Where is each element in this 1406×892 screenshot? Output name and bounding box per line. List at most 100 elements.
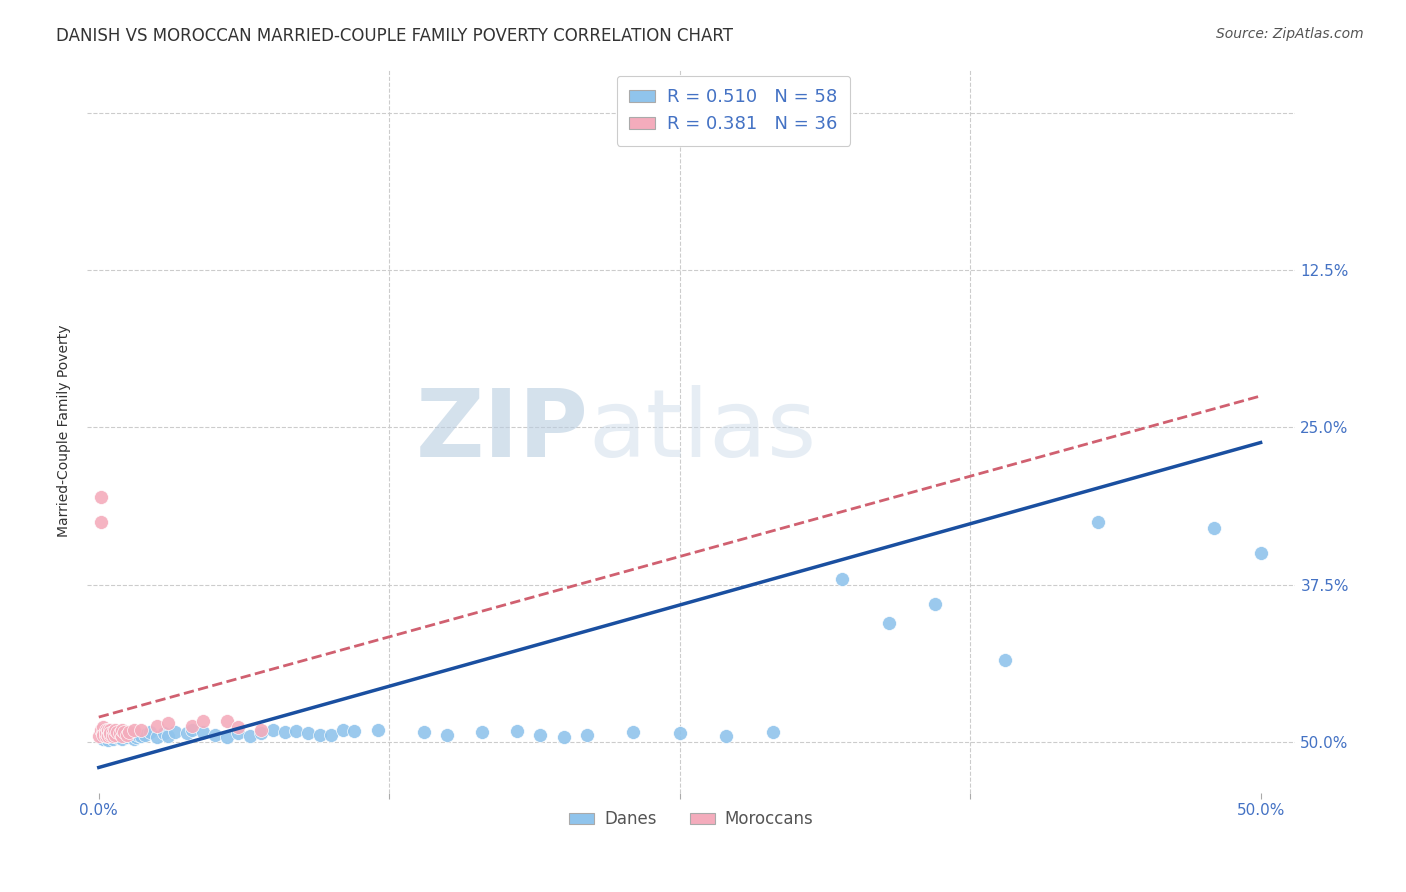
Point (90, 490, 112, 504)
Point (831, 572, 853, 586)
Point (553, 731, 575, 745)
Point (118, 725, 141, 739)
Text: ZIP: ZIP (416, 384, 589, 476)
Point (108, 728, 131, 742)
Point (153, 726, 176, 740)
Point (413, 725, 436, 739)
Point (1250, 546, 1272, 560)
Point (97, 725, 120, 739)
Point (100, 728, 122, 742)
Point (93, 725, 115, 739)
Point (165, 725, 187, 739)
Point (111, 723, 134, 737)
Point (90, 515, 112, 529)
Point (285, 723, 308, 738)
Point (100, 726, 122, 740)
Point (139, 725, 162, 739)
Point (436, 728, 458, 742)
Point (115, 728, 138, 742)
Point (176, 726, 198, 740)
Point (100, 723, 122, 737)
Point (94, 729, 117, 743)
Point (105, 725, 128, 739)
Point (134, 728, 156, 742)
Point (97, 732, 120, 747)
Point (94, 726, 117, 740)
Point (215, 731, 238, 745)
Point (93, 728, 115, 742)
Point (90, 723, 112, 737)
Text: DANISH VS MOROCCAN MARRIED-COUPLE FAMILY POVERTY CORRELATION CHART: DANISH VS MOROCCAN MARRIED-COUPLE FAMILY… (56, 27, 734, 45)
Point (273, 725, 295, 739)
Point (471, 725, 494, 739)
Point (250, 726, 273, 740)
Text: atlas: atlas (589, 384, 817, 476)
Point (100, 726, 122, 740)
Point (506, 723, 529, 738)
Point (714, 729, 737, 743)
Point (157, 729, 180, 743)
Point (226, 720, 249, 734)
Point (146, 731, 169, 745)
Point (621, 725, 644, 739)
Y-axis label: Married-Couple Family Poverty: Married-Couple Family Poverty (58, 325, 72, 537)
Point (94, 723, 117, 737)
Point (308, 728, 330, 742)
Point (529, 728, 551, 742)
Point (215, 714, 238, 728)
Point (122, 723, 145, 737)
Point (226, 726, 249, 740)
Point (180, 719, 202, 733)
Point (129, 723, 152, 737)
Point (111, 729, 134, 743)
Point (104, 723, 127, 737)
Point (127, 728, 149, 742)
Point (994, 653, 1017, 667)
Point (146, 719, 169, 733)
Point (111, 731, 134, 746)
Point (1087, 515, 1109, 529)
Point (101, 731, 124, 746)
Point (762, 725, 785, 739)
Point (193, 714, 215, 728)
Point (239, 729, 262, 743)
Point (93, 720, 115, 734)
Point (87, 729, 110, 743)
Point (1204, 521, 1226, 535)
Point (120, 729, 142, 743)
Point (104, 729, 127, 743)
Point (367, 723, 389, 737)
Point (877, 615, 900, 630)
Point (180, 723, 202, 737)
Point (332, 723, 354, 737)
Point (668, 726, 690, 740)
Point (93, 731, 115, 746)
Point (97, 723, 120, 737)
Point (105, 731, 128, 745)
Legend: Danes, Moroccans: Danes, Moroccans (562, 804, 820, 835)
Point (157, 716, 180, 731)
Point (204, 728, 226, 742)
Point (250, 723, 273, 737)
Point (104, 728, 127, 742)
Point (115, 731, 138, 745)
Point (575, 728, 598, 742)
Point (101, 725, 124, 739)
Point (112, 729, 135, 743)
Point (94, 729, 117, 743)
Point (108, 726, 131, 740)
Point (343, 723, 366, 738)
Point (297, 726, 319, 740)
Point (122, 731, 145, 746)
Text: Source: ZipAtlas.com: Source: ZipAtlas.com (1216, 27, 1364, 41)
Point (129, 729, 152, 743)
Point (125, 731, 148, 745)
Point (97, 729, 120, 743)
Point (193, 725, 215, 739)
Point (101, 729, 124, 743)
Point (118, 728, 141, 742)
Point (112, 725, 135, 739)
Point (924, 597, 946, 611)
Point (262, 723, 284, 737)
Point (321, 728, 343, 742)
